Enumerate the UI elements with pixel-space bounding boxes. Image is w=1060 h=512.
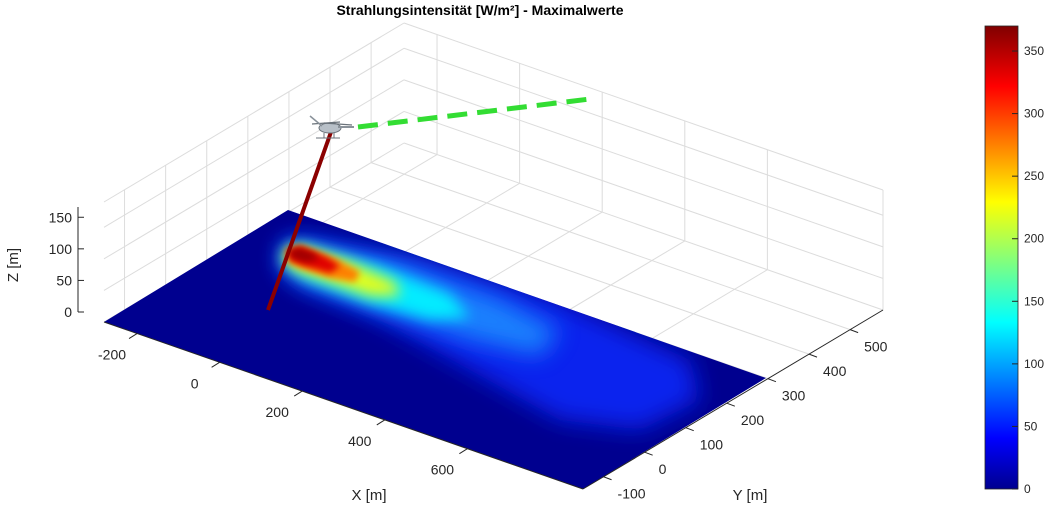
- box-edge: [403, 22, 884, 191]
- gridline-y: [329, 186, 810, 355]
- x-tick-mark: [459, 448, 468, 455]
- field-level-darkred: [289, 248, 318, 262]
- helicopter-icon: [309, 115, 354, 139]
- x-axis-label: X [m]: [351, 487, 386, 504]
- z-tick-label: 0: [64, 304, 72, 320]
- colorbar-tick-label: 50: [1024, 419, 1038, 433]
- y-tick-label: 100: [700, 437, 724, 453]
- colorbar-tick-label: 0: [1024, 482, 1031, 496]
- y-tick-mark: [767, 378, 777, 383]
- x-tick-label: 600: [431, 462, 455, 478]
- x-tick-label: 0: [191, 375, 199, 391]
- y-axis-label: Y [m]: [733, 487, 768, 504]
- y-axis-line: [582, 309, 884, 490]
- y-tick-mark: [603, 476, 612, 481]
- colorbar-tick-label: 200: [1024, 232, 1044, 246]
- gridline-z: [403, 47, 884, 216]
- gridline-z: [103, 47, 405, 228]
- y-axis: -100 0 100 200 300 400 500 Y [m]: [582, 309, 888, 504]
- z-tick-label: 100: [49, 241, 73, 257]
- gridline-z: [103, 110, 405, 291]
- z-axis-label: Z [m]: [5, 248, 22, 282]
- x-tick-label: 200: [266, 404, 290, 420]
- x-tick-label: -200: [98, 347, 126, 363]
- z-tick-label: 50: [56, 272, 72, 288]
- y-tick-mark: [808, 353, 818, 358]
- flight-path: [357, 96, 591, 130]
- x-tick-mark: [376, 419, 386, 426]
- gridline-z: [103, 79, 405, 260]
- z-axis: 0 50 100 150 Z [m]: [5, 207, 84, 320]
- x-tick-mark: [293, 390, 303, 397]
- colorbar: 0 50 100 150 200 250 300 350: [984, 25, 1044, 496]
- y-tick-label: 400: [823, 363, 847, 379]
- colorbar-gradient: [984, 25, 1019, 490]
- gridline-y: [370, 162, 851, 331]
- colorbar-tick-label: 100: [1024, 357, 1044, 371]
- x-tick-label: 400: [348, 433, 372, 449]
- y-tick-label: 0: [659, 461, 667, 477]
- y-tick-label: -100: [618, 486, 646, 502]
- x-tick-mark: [211, 361, 220, 368]
- y-tick-mark: [644, 451, 653, 456]
- x-axis-line: [103, 321, 584, 490]
- x-axis: -200 0 200 400 600 X [m]: [98, 321, 584, 504]
- y-tick-mark: [726, 402, 736, 407]
- y-tick-label: 500: [864, 339, 888, 355]
- z-tick-label: 150: [49, 209, 73, 225]
- intensity-field: [104, 210, 766, 489]
- box-edge: [103, 22, 405, 203]
- gridline-z: [403, 142, 884, 311]
- colorbar-tick-label: 250: [1024, 169, 1044, 183]
- colorbar-tick-label: 300: [1024, 107, 1044, 121]
- y-tick-mark: [685, 427, 694, 432]
- colorbar-tick-label: 150: [1024, 294, 1044, 308]
- y-tick-mark: [849, 329, 859, 334]
- y-tick-label: 200: [741, 412, 765, 428]
- line-of-sight: [266, 131, 333, 311]
- colorbar-tick-label: 350: [1024, 44, 1044, 58]
- gridline-z: [403, 110, 884, 279]
- y-tick-label: 300: [782, 388, 806, 404]
- gridline-z: [403, 79, 884, 248]
- chart-title: Strahlungsintensität [W/m²] - Maximalwer…: [336, 2, 623, 18]
- x-tick-mark: [128, 333, 138, 339]
